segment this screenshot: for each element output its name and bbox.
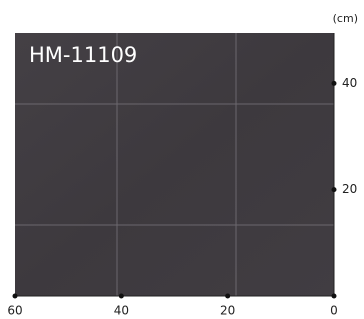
tick-dot bbox=[225, 294, 230, 299]
tick-dot bbox=[332, 187, 337, 192]
right-tick-label: 20 bbox=[342, 182, 357, 196]
swatch-image bbox=[15, 33, 334, 296]
tick-dot bbox=[13, 294, 18, 299]
unit-label: (cm) bbox=[333, 12, 358, 25]
bottom-tick-label: 20 bbox=[220, 304, 235, 318]
right-tick-label: 40 bbox=[342, 76, 357, 90]
tick-dot bbox=[332, 294, 337, 299]
tick-dot bbox=[332, 81, 337, 86]
product-code: HM-11109 bbox=[29, 43, 137, 67]
bottom-tick-label: 60 bbox=[7, 304, 22, 318]
bottom-tick-label: 0 bbox=[330, 304, 338, 318]
swatch-view: HM-11109 (cm) 60 40 20 0 40 20 bbox=[0, 0, 364, 319]
bottom-tick-label: 40 bbox=[114, 304, 129, 318]
tick-dot bbox=[119, 294, 124, 299]
